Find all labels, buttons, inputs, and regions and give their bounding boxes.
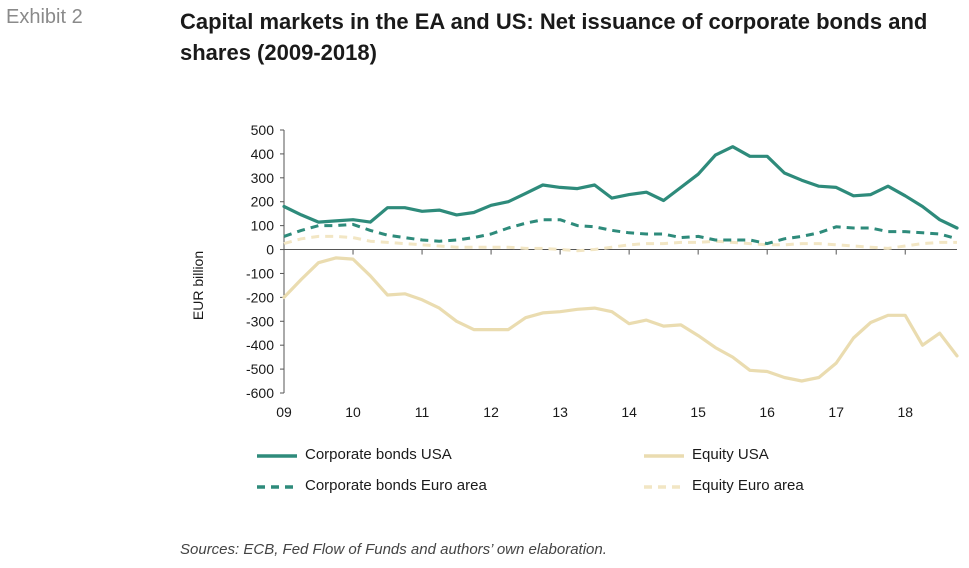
y-tick-label: 200: [251, 194, 275, 210]
legend-label: Corporate bonds Euro area: [305, 477, 487, 494]
x-tick-label: 15: [690, 404, 706, 420]
y-tick-label: 100: [251, 218, 275, 234]
y-tick-label: 400: [251, 146, 275, 162]
y-tick-label: -200: [246, 289, 274, 305]
x-tick-label: 16: [759, 404, 775, 420]
y-tick-label: 500: [251, 122, 275, 138]
legend-label: Equity USA: [692, 446, 769, 463]
y-tick-label: -400: [246, 337, 274, 353]
y-tick-label: 300: [251, 170, 275, 186]
x-tick-label: 17: [828, 404, 844, 420]
y-tick-label: -100: [246, 265, 274, 281]
series-line-equity-euro-area: [283, 234, 957, 253]
y-axis-label: EUR billion: [190, 251, 206, 320]
y-tick-label: -300: [246, 313, 274, 329]
y-tick-label: -600: [246, 385, 274, 401]
series-line-corporate-bonds-usa: [282, 145, 959, 230]
legend-label: Corporate bonds USA: [305, 446, 452, 463]
x-tick-label: 12: [483, 404, 499, 420]
x-tick-label: 09: [276, 404, 292, 420]
x-tick-label: 18: [897, 404, 913, 420]
source-note: Sources: ECB, Fed Flow of Funds and auth…: [180, 541, 607, 558]
chart-area: 500 400 300 200 100 0 -100 -200 -300 -400 -500 -600…: [190, 122, 959, 420]
chart-title: Capital markets in the EA and US: Net is…: [180, 9, 928, 65]
x-tick-label: 10: [345, 404, 361, 420]
y-tick-label: -500: [246, 361, 274, 377]
legend-label: Equity Euro area: [692, 477, 804, 494]
x-tick-label: 14: [621, 404, 637, 420]
series-line-equity-usa: [282, 256, 959, 383]
series-line-corporate-bonds-euro-area: [283, 218, 958, 246]
x-tick-label: 13: [552, 404, 568, 420]
exhibit-label: Exhibit 2: [6, 6, 83, 28]
y-tick-label: 0: [266, 242, 274, 258]
x-tick-label: 11: [415, 404, 430, 420]
